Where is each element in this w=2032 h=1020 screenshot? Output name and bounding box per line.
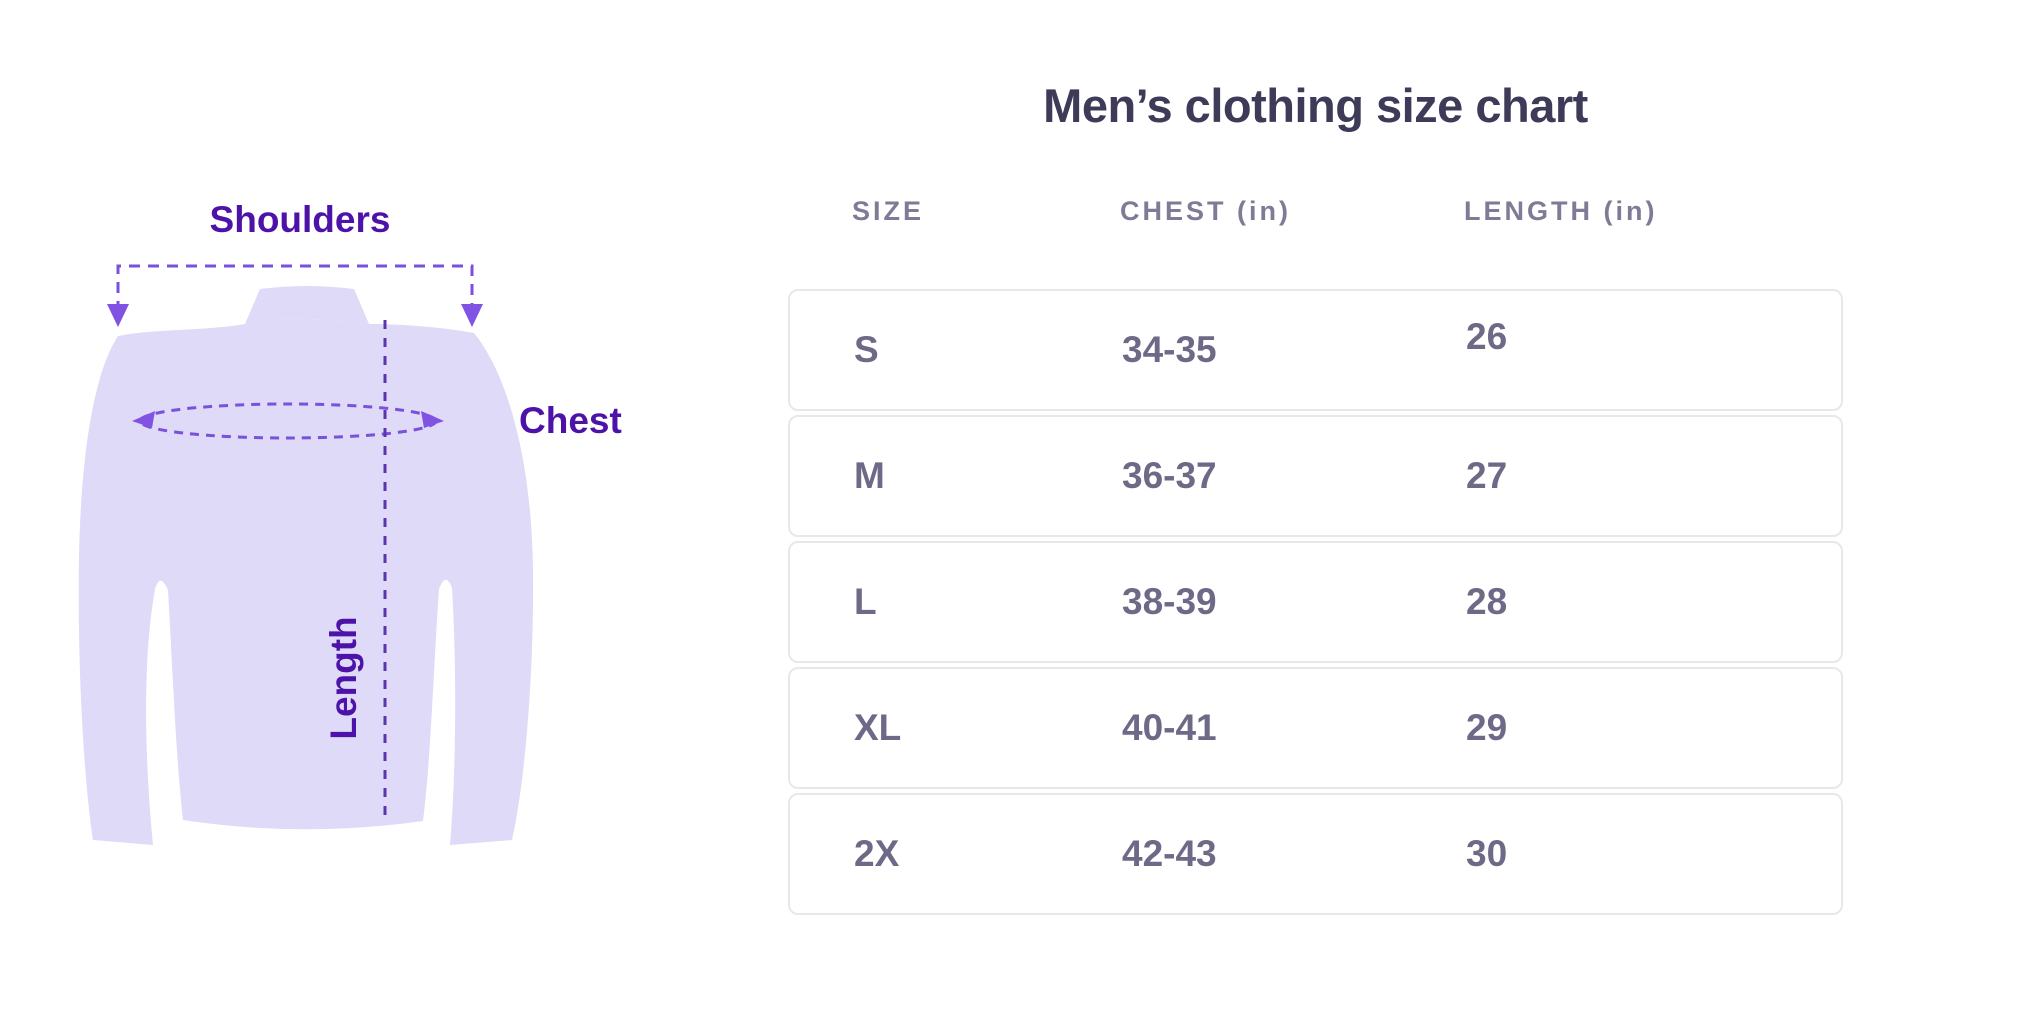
shirt-diagram-svg	[78, 264, 534, 845]
chest-cell: 40-41	[1122, 707, 1217, 748]
size-cell: 2X	[854, 833, 900, 874]
table-row-m: M 36-37 27	[788, 415, 1843, 537]
chest-left-arrow-icon	[132, 411, 155, 428]
shirt-collar	[245, 286, 369, 324]
shirt-measurement-diagram: Shoulders Chest Length	[0, 0, 760, 1020]
shoulders-right-arrow-icon	[461, 304, 483, 327]
shoulders-left-arrow-icon	[107, 304, 129, 327]
page-title: Men’s clothing size chart	[1043, 79, 1588, 132]
shoulders-label: Shoulders	[209, 199, 391, 240]
size-cell: XL	[854, 707, 902, 748]
column-header-size: SIZE	[852, 196, 925, 226]
table-row-s: S 34-35 26	[788, 289, 1843, 411]
length-cell: 30	[1466, 833, 1508, 874]
column-header-length: LENGTH (in)	[1464, 196, 1658, 226]
length-cell: 28	[1466, 581, 1508, 622]
length-cell: 26	[1466, 316, 1508, 357]
size-cell: S	[854, 329, 879, 370]
chest-cell: 42-43	[1122, 833, 1217, 874]
length-cell: 27	[1466, 455, 1508, 496]
length-cell: 29	[1466, 707, 1508, 748]
chest-cell: 38-39	[1122, 581, 1217, 622]
chest-cell: 34-35	[1122, 329, 1217, 370]
column-header-chest: CHEST (in)	[1120, 196, 1291, 226]
table-row-l: L 38-39 28	[788, 541, 1843, 663]
chest-right-arrow-icon	[421, 411, 444, 428]
shirt-silhouette	[78, 319, 534, 845]
shoulders-bracket-line	[116, 264, 474, 312]
table-row-2x: 2X 42-43 30	[788, 793, 1843, 915]
chest-label: Chest	[519, 400, 622, 441]
size-cell: L	[854, 581, 877, 622]
size-table: S 34-35 26 M 36-37 27 L 38-39 28 XL 40-4…	[788, 289, 1843, 915]
size-chart-panel: Men’s clothing size chart SIZE CHEST (in…	[788, 0, 1843, 1020]
table-row-xl: XL 40-41 29	[788, 667, 1843, 789]
size-cell: M	[854, 455, 885, 496]
chest-cell: 36-37	[1122, 455, 1217, 496]
length-label: Length	[323, 616, 364, 740]
table-header-row: SIZE CHEST (in) LENGTH (in)	[788, 196, 1843, 227]
